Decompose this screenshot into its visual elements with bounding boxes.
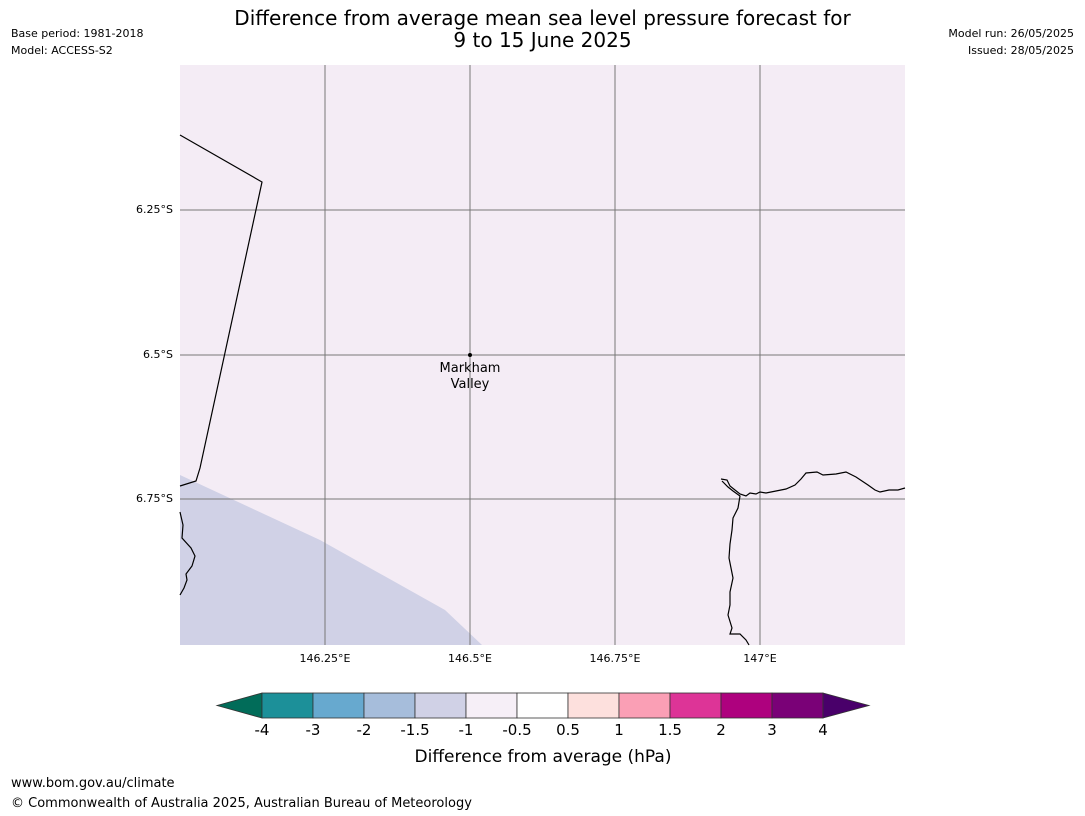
- colorbar-tick-label: 4: [818, 721, 828, 739]
- model-text: Model: ACCESS-S2: [11, 44, 113, 57]
- footer-copyright: © Commonwealth of Australia 2025, Austra…: [11, 796, 472, 811]
- colorbar-tick-label: 3: [767, 721, 777, 739]
- colorbar-tick-label: -4: [255, 721, 270, 739]
- lat-label-6-75: 6.75°S: [136, 492, 173, 505]
- issued-text: Issued: 28/05/2025: [967, 44, 1074, 57]
- colorbar-bin: [618, 692, 671, 719]
- colorbar-extend-high: [822, 692, 871, 719]
- title-line-1: Difference from average mean sea level p…: [234, 6, 851, 30]
- colorbar-bin: [516, 692, 569, 719]
- colorbar-tick-label: 0.5: [556, 721, 580, 739]
- colorbar-bin: [414, 692, 467, 719]
- colorbar-bin: [363, 692, 416, 719]
- colorbar-tick-label: 1: [614, 721, 624, 739]
- colorbar-title: Difference from average (hPa): [415, 747, 672, 767]
- place-label-line-1: Markham: [440, 361, 501, 376]
- colorbar-tick-label: 1.5: [658, 721, 682, 739]
- western-coastline: [179, 511, 196, 596]
- run-info-left: Base period: 1981-2018 Model: ACCESS-S2: [11, 25, 143, 59]
- footer-url: www.bom.gov.au/climate: [11, 776, 175, 791]
- field-negative-anomaly-area: [180, 475, 482, 645]
- lon-label-147: 147°E: [743, 652, 776, 665]
- colorbar-tick-label: -1.5: [400, 721, 429, 739]
- graticule: [180, 65, 905, 645]
- colorbar-bin: [669, 692, 722, 719]
- base-period-text: Base period: 1981-2018: [11, 27, 144, 40]
- lat-label-6-25: 6.25°S: [136, 203, 173, 216]
- colorbar-tick-label: -1: [459, 721, 474, 739]
- colorbar-bin: [567, 692, 620, 719]
- colorbar-bin: [465, 692, 518, 719]
- lat-label-6-5: 6.5°S: [143, 348, 173, 361]
- lon-label-146-75: 146.75°E: [590, 652, 641, 665]
- colorbar-bin: [720, 692, 773, 719]
- lon-label-146-25: 146.25°E: [300, 652, 351, 665]
- lon-label-146-5: 146.5°E: [448, 652, 492, 665]
- run-info-right: Model run: 26/05/2025 Issued: 28/05/2025: [948, 25, 1074, 59]
- markham-valley-marker: [468, 353, 472, 357]
- colorbar-bin: [261, 692, 314, 719]
- colorbar-tick-label: -2: [357, 721, 372, 739]
- colorbar-bin: [312, 692, 365, 719]
- province-border: [179, 134, 263, 487]
- model-run-text: Model run: 26/05/2025: [948, 27, 1074, 40]
- title-line-2: 9 to 15 June 2025: [453, 28, 632, 52]
- colorbar-tick-label: -3: [306, 721, 321, 739]
- colorbar-tick-label: 2: [716, 721, 726, 739]
- place-label-line-2: Valley: [451, 377, 490, 392]
- colorbar-bin: [771, 692, 824, 719]
- colorbar-extend-low: [215, 692, 263, 719]
- northern-coastline: [720, 471, 906, 497]
- colorbar-tick-label: -0.5: [502, 721, 531, 739]
- colorbar: -4 -3 -2 -1.5 -1 -0.5 0.5 1 1.5 2 3 4: [215, 692, 871, 739]
- river-coastline: [721, 480, 750, 646]
- footer: www.bom.gov.au/climate © Commonwealth of…: [11, 774, 472, 814]
- map-title: Difference from average mean sea level p…: [180, 7, 905, 51]
